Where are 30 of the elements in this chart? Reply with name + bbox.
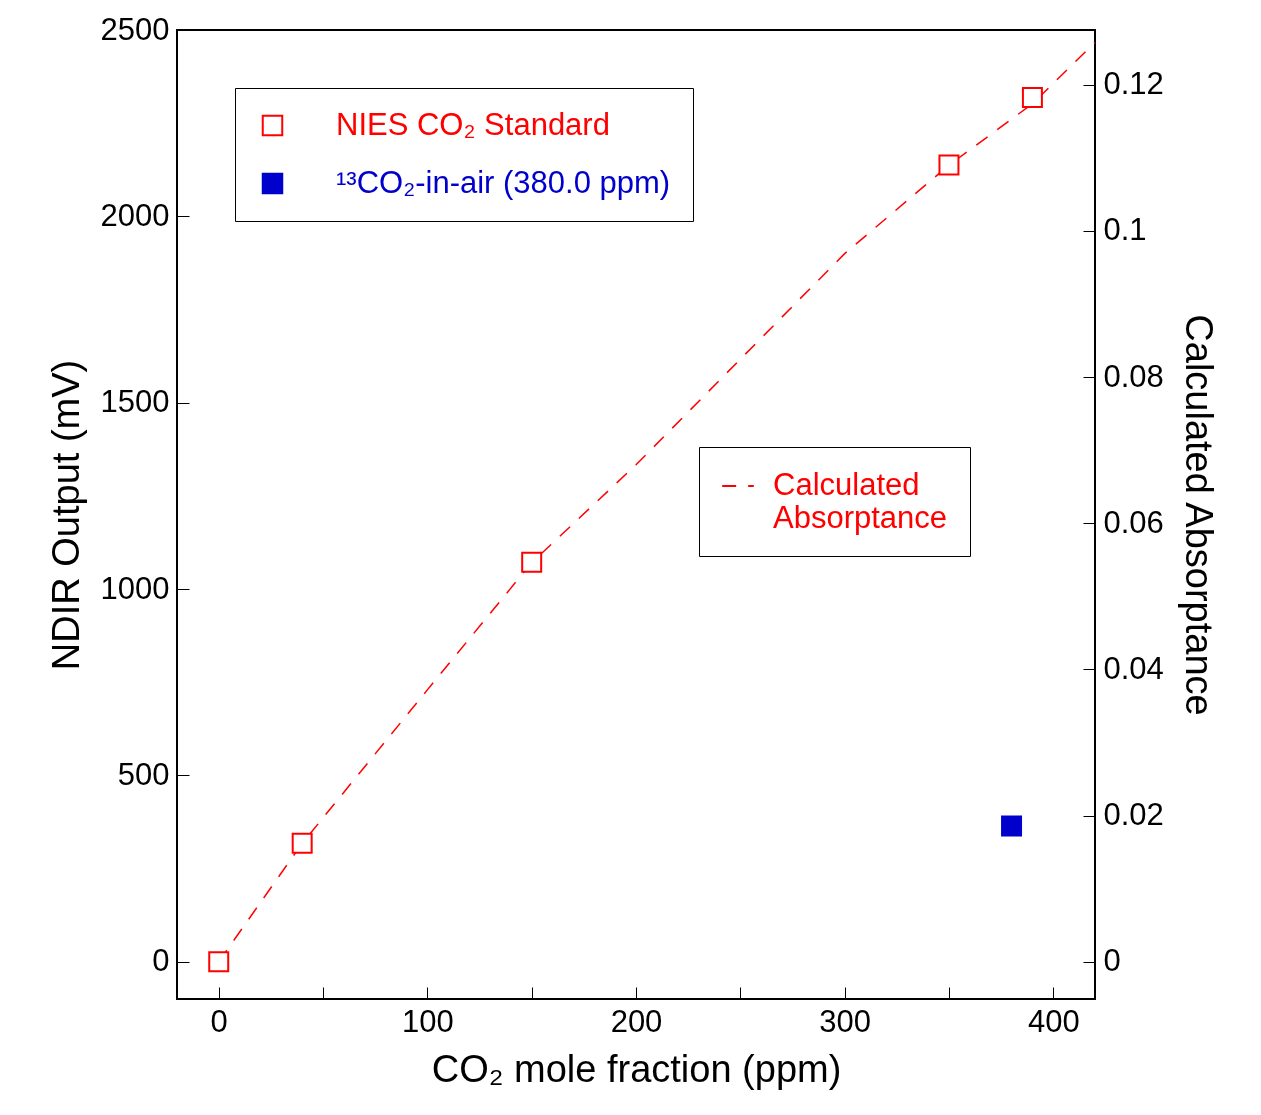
y-tick-label: 2000	[100, 197, 170, 233]
legend-label: NIES CO₂ Standard	[336, 106, 610, 142]
x-tick-label: 0	[210, 1003, 228, 1039]
point	[291, 832, 313, 854]
y-axis-title: NDIR Output (mV)	[44, 359, 87, 671]
y2-tick-label: 0.08	[1103, 358, 1164, 394]
y-tick-label: 500	[117, 756, 170, 792]
x-tick-label: 300	[819, 1003, 871, 1039]
point	[1021, 86, 1043, 108]
y-tick-label: 1000	[100, 570, 170, 606]
point	[938, 154, 960, 176]
x-tick-label: 100	[402, 1003, 454, 1039]
x-tick-label: 400	[1027, 1003, 1080, 1039]
y2-tick-label: 0.02	[1103, 797, 1164, 833]
y-tick-label: 1500	[100, 384, 170, 420]
point	[1001, 815, 1023, 837]
x-axis-title: CO₂ mole fraction (ppm)	[431, 1047, 842, 1090]
y2-tick-label: 0	[1103, 943, 1121, 979]
y2-tick-label: 0.06	[1103, 504, 1164, 540]
y2-tick-label: 0.1	[1103, 212, 1147, 248]
y2-axis-title: Calculated Absorptance	[1177, 314, 1220, 716]
point	[521, 551, 543, 573]
y-tick-label: 0	[152, 943, 170, 979]
legend-label: Calculated Absorptance	[773, 467, 948, 535]
legend-label: ¹³CO₂-in-air (380.0 ppm)	[336, 164, 671, 200]
x-tick-label: 200	[610, 1003, 663, 1039]
point	[208, 951, 230, 973]
y2-tick-label: 0.04	[1103, 650, 1164, 686]
y2-tick-label: 0.12	[1103, 66, 1164, 102]
y-tick-label: 2500	[100, 11, 170, 47]
